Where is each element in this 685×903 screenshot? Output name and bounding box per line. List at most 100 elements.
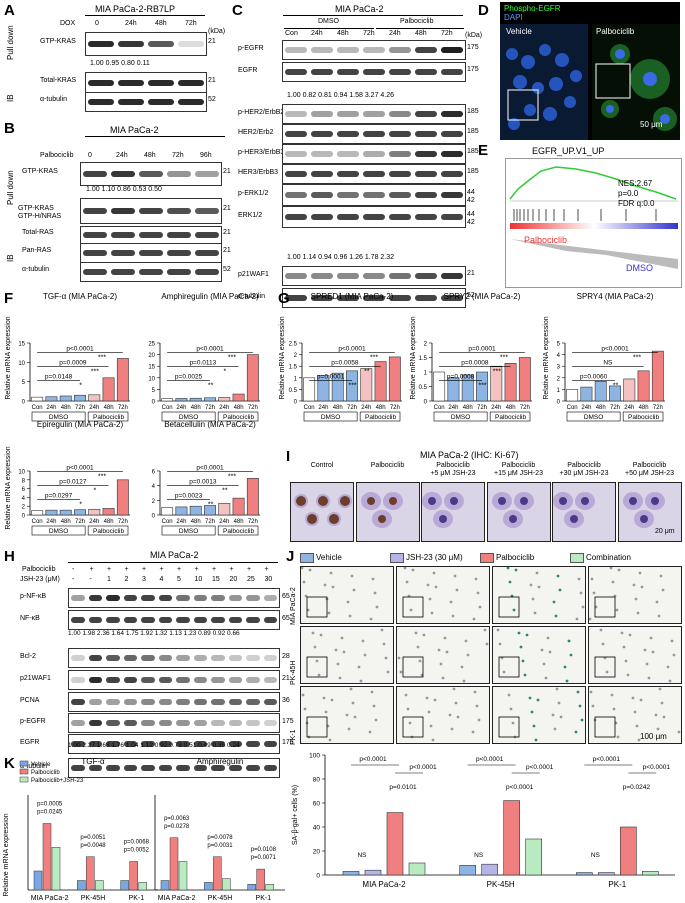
g-spry4-xtick: 48h (596, 405, 606, 411)
j-pval: p<0.0001 (593, 756, 621, 763)
j-dot (578, 704, 582, 708)
g-spry2-xtick: 48h (506, 405, 516, 411)
g-spry2-bar (518, 357, 531, 402)
i-cells-1 (360, 492, 403, 528)
j-inset (498, 596, 520, 618)
j-dot (537, 585, 541, 589)
blot-band (337, 111, 359, 117)
j-dot (546, 636, 550, 640)
i-nucleus (508, 515, 517, 523)
c-blot-6 (282, 184, 466, 206)
k-tgf-bar (51, 847, 61, 891)
blot-band (167, 250, 191, 256)
blot-band (441, 151, 463, 157)
g-spry2-xtick: 48h (463, 405, 473, 411)
blot-band (176, 699, 190, 705)
k-tgf-xlabel: PK-1 (129, 895, 145, 902)
blot-band (71, 720, 85, 726)
g-spry4-g1box (566, 411, 621, 422)
h-jsh-8: 15 (212, 576, 220, 583)
g-spry4-bar (609, 385, 621, 402)
i-cells-3 (491, 492, 534, 528)
j-legend-swatch-2 (480, 553, 494, 563)
blot-band (228, 699, 242, 705)
j-ytick-label: 100 (309, 753, 320, 760)
j-dot (565, 679, 569, 683)
g-spred1-g1box (303, 411, 358, 422)
j-row-label-1: PK-45H (290, 660, 297, 685)
blot-band (228, 655, 242, 661)
j-inset (594, 596, 616, 618)
j-dot (317, 673, 321, 677)
j-dot (428, 597, 432, 601)
f-ereg-pval: p=0.0297 (45, 493, 73, 500)
panel-c-quant-1: 1.00 0.82 0.81 0.94 1.58 3.27 4.26 (287, 92, 395, 99)
j-dot (590, 577, 594, 581)
k-tgf-pval: p=0.0051 (80, 835, 106, 841)
blot-band (88, 655, 102, 661)
f-btc-xtick: Con (162, 519, 173, 525)
f-btc-bar (218, 502, 231, 516)
blot-band (415, 131, 437, 137)
g-spry4-bar (566, 389, 579, 402)
a-lane-3: 72h (185, 20, 197, 27)
panel-h-quant-1: 1.00 1.98 2.36 1.64 1.75 1.92 1.32 1.13 … (68, 630, 240, 637)
g-ylabel-3: Relative mRNA expression (543, 316, 550, 399)
g-spry4-ytick-label: 1 (557, 388, 561, 394)
c-blot-mw-7: 44 42 (467, 211, 475, 226)
k-legend-swatch (19, 760, 29, 767)
f-amph-pval: p=0.0025 (175, 374, 203, 381)
blot-band (246, 677, 260, 683)
f-amph-xtick: Con (162, 405, 173, 411)
f-tgf-xtick: Con (32, 405, 43, 411)
f-btc-stars: ** (222, 488, 228, 495)
f-amph-bar (161, 398, 174, 402)
j-dot (476, 591, 480, 595)
j-dot (534, 738, 538, 742)
k-amph-bar (213, 856, 222, 891)
j-dot (432, 571, 436, 575)
j-inset (402, 656, 424, 678)
g-ylabel-1: Relative mRNA expression (279, 316, 286, 399)
blot-band (118, 80, 144, 86)
f-tgf-xtick: 48h (104, 405, 114, 411)
g-spry2-xtick: 24h (491, 405, 501, 411)
j-dot (574, 730, 578, 734)
panel-d-scale: 50 μm (640, 120, 663, 129)
j-micrograph-2-3 (588, 686, 682, 744)
i-col-label-4: Palbociclib +30 μM JSH-23 (559, 462, 609, 477)
g-spry4-xtick: 24h (624, 405, 634, 411)
f-amph-bar (189, 397, 202, 402)
j-dot (311, 631, 315, 635)
blot-band (285, 69, 307, 75)
j-dot (361, 639, 365, 643)
f-ylabel-top: Relative mRNA expression (5, 316, 12, 399)
b-blot-pan-label-0: Pan-RAS (22, 247, 52, 254)
c-blot-mw-1: 175 (467, 66, 479, 73)
g-spry4-bar (580, 386, 593, 402)
h-jsh-3: 2 (124, 576, 129, 583)
g-spry4-xtick: 72h (610, 405, 620, 411)
blot-band (441, 111, 463, 117)
c-blot-label-6: p-ERK1/2 (238, 190, 269, 197)
g-spry2-stars: *** (478, 383, 486, 390)
c-blot-7 (282, 206, 466, 228)
g-spry4-g2box (622, 411, 664, 422)
blot-band (176, 677, 190, 683)
f-ereg-stars: * (93, 488, 96, 495)
f-ereg-stars: *** (98, 474, 106, 481)
j-legend-label-0: Vehicle (316, 553, 342, 562)
c-blot-mw-4: 185 (467, 148, 479, 155)
j-dot (542, 662, 546, 666)
blot-band (389, 131, 411, 137)
j-dot (302, 580, 306, 584)
j-dot (372, 704, 376, 708)
blot-band (176, 617, 190, 623)
blot-band (141, 595, 155, 601)
f-btc-ytick-label: 6 (152, 470, 156, 476)
j-cells-1-0 (306, 628, 390, 683)
j-cells-2-1 (402, 687, 481, 742)
k-amph-pval: p=0.0078 (207, 835, 233, 841)
c-blot-mw-3: 185 (467, 128, 479, 135)
